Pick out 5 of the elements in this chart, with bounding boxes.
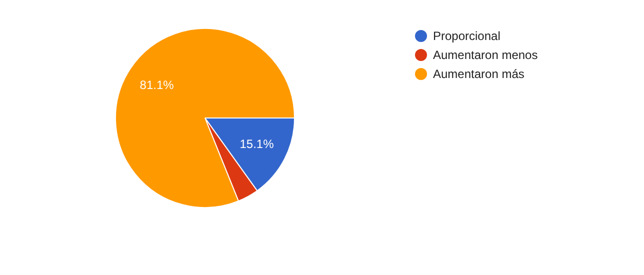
legend-label: Aumentaron menos (433, 48, 538, 62)
data-label: 81.1% (140, 78, 174, 92)
legend-label: Aumentaron más (433, 66, 524, 80)
legend-label: Proporcional (433, 28, 500, 42)
data-label: 15.1% (240, 136, 274, 151)
